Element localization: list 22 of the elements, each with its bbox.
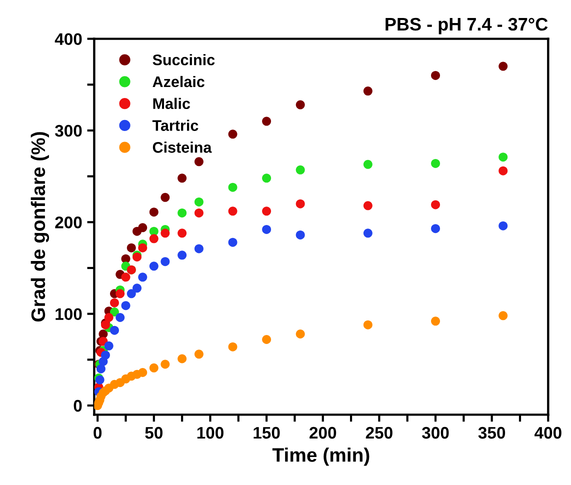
x-tick-label: 200 — [310, 426, 336, 439]
y-tick-label: 0 — [74, 400, 82, 412]
y-axis-title: Grad de gonflare (%) — [30, 132, 50, 322]
legend-label: Succinic — [152, 54, 215, 66]
x-tick-label: 350 — [478, 426, 506, 439]
chart-title: PBS - pH 7.4 - 37°C — [386, 18, 548, 34]
y-tick-label: 300 — [54, 124, 82, 137]
x-axis-title: Time (min) — [272, 448, 370, 466]
y-tick-label: 200 — [55, 216, 82, 228]
x-tick-label: 150 — [254, 426, 280, 439]
x-tick-label: 250 — [366, 426, 392, 439]
x-tick-label: 300 — [422, 426, 449, 439]
legend-label: Azelaic — [152, 76, 204, 88]
y-tick-label: 100 — [56, 308, 82, 320]
legend-label: Cisteina — [152, 142, 212, 153]
y-tick-label: 400 — [54, 33, 82, 46]
x-tick-label: 400 — [534, 426, 562, 439]
legend-label: Tartric — [152, 120, 198, 131]
x-tick-label: 50 — [145, 426, 162, 439]
legend-label: Malic — [153, 98, 190, 110]
x-tick-label: 0 — [94, 426, 102, 439]
x-tick-label: 100 — [197, 426, 224, 439]
